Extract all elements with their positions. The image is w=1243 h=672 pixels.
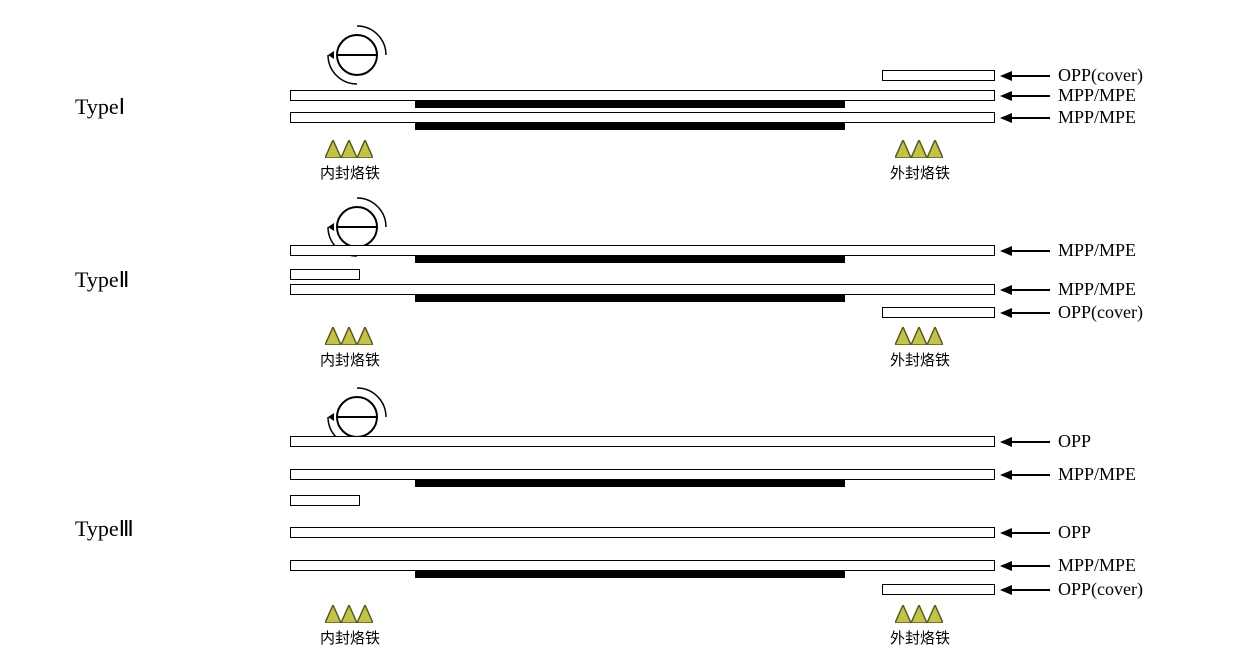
label-arrow-head xyxy=(1000,308,1012,318)
label-arrow-line xyxy=(1010,532,1050,534)
layer-label: OPP(cover) xyxy=(1058,302,1143,323)
sealing-iron-icon xyxy=(895,140,943,163)
layer-label: MPP/MPE xyxy=(1058,107,1136,128)
winding-roller-icon xyxy=(330,28,384,87)
label-arrow-line xyxy=(1010,589,1050,591)
layer-label: OPP xyxy=(1058,431,1091,452)
cover-film-layer xyxy=(882,70,995,81)
label-arrow-head xyxy=(1000,528,1012,538)
label-arrow-line xyxy=(1010,75,1050,77)
sealing-iron-icon xyxy=(325,605,373,628)
label-arrow-line xyxy=(1010,117,1050,119)
label-arrow-line xyxy=(1010,289,1050,291)
metallized-layer xyxy=(415,256,845,263)
label-arrow-head xyxy=(1000,470,1012,480)
sealing-iron-icon xyxy=(895,605,943,628)
film-layer xyxy=(290,436,995,447)
short-tab xyxy=(290,495,360,506)
metallized-layer xyxy=(415,571,845,578)
label-arrow-head xyxy=(1000,561,1012,571)
film-layer xyxy=(290,90,995,101)
layer-label: OPP(cover) xyxy=(1058,65,1143,86)
metallized-layer xyxy=(415,101,845,108)
iron-label-outer: 外封烙铁 xyxy=(890,349,950,370)
sealing-iron-icon xyxy=(325,327,373,350)
label-arrow-head xyxy=(1000,71,1012,81)
label-arrow-head xyxy=(1000,585,1012,595)
sealing-iron-icon xyxy=(895,327,943,350)
label-arrow-head xyxy=(1000,285,1012,295)
metallized-layer xyxy=(415,123,845,130)
layer-label: MPP/MPE xyxy=(1058,279,1136,300)
iron-label-inner: 内封烙铁 xyxy=(320,162,380,183)
iron-label-inner: 内封烙铁 xyxy=(320,627,380,648)
metallized-layer xyxy=(415,480,845,487)
layer-label: OPP(cover) xyxy=(1058,579,1143,600)
type-label: TypeⅢ xyxy=(75,516,134,542)
type-label: TypeⅠ xyxy=(75,94,125,120)
iron-label-outer: 外封烙铁 xyxy=(890,627,950,648)
iron-label-outer: 外封烙铁 xyxy=(890,162,950,183)
label-arrow-line xyxy=(1010,565,1050,567)
film-layer xyxy=(290,527,995,538)
label-arrow-head xyxy=(1000,437,1012,447)
iron-label-inner: 内封烙铁 xyxy=(320,349,380,370)
label-arrow-line xyxy=(1010,441,1050,443)
film-layer xyxy=(290,284,995,295)
diagram-canvas: TypeⅠ OPP(cover)MPP/MPEMPP/MPE 内封烙铁 外封烙铁… xyxy=(0,0,1243,672)
label-arrow-line xyxy=(1010,95,1050,97)
layer-label: MPP/MPE xyxy=(1058,240,1136,261)
film-layer xyxy=(290,245,995,256)
layer-label: MPP/MPE xyxy=(1058,85,1136,106)
label-arrow-line xyxy=(1010,474,1050,476)
cover-film-layer xyxy=(882,307,995,318)
label-arrow-line xyxy=(1010,312,1050,314)
label-arrow-line xyxy=(1010,250,1050,252)
label-arrow-head xyxy=(1000,246,1012,256)
layer-label: MPP/MPE xyxy=(1058,555,1136,576)
type-label: TypeⅡ xyxy=(75,267,130,293)
layer-label: MPP/MPE xyxy=(1058,464,1136,485)
metallized-layer xyxy=(415,295,845,302)
film-layer xyxy=(290,560,995,571)
label-arrow-head xyxy=(1000,113,1012,123)
film-layer xyxy=(290,469,995,480)
cover-film-layer xyxy=(882,584,995,595)
film-layer xyxy=(290,112,995,123)
short-tab xyxy=(290,269,360,280)
sealing-iron-icon xyxy=(325,140,373,163)
label-arrow-head xyxy=(1000,91,1012,101)
layer-label: OPP xyxy=(1058,522,1091,543)
